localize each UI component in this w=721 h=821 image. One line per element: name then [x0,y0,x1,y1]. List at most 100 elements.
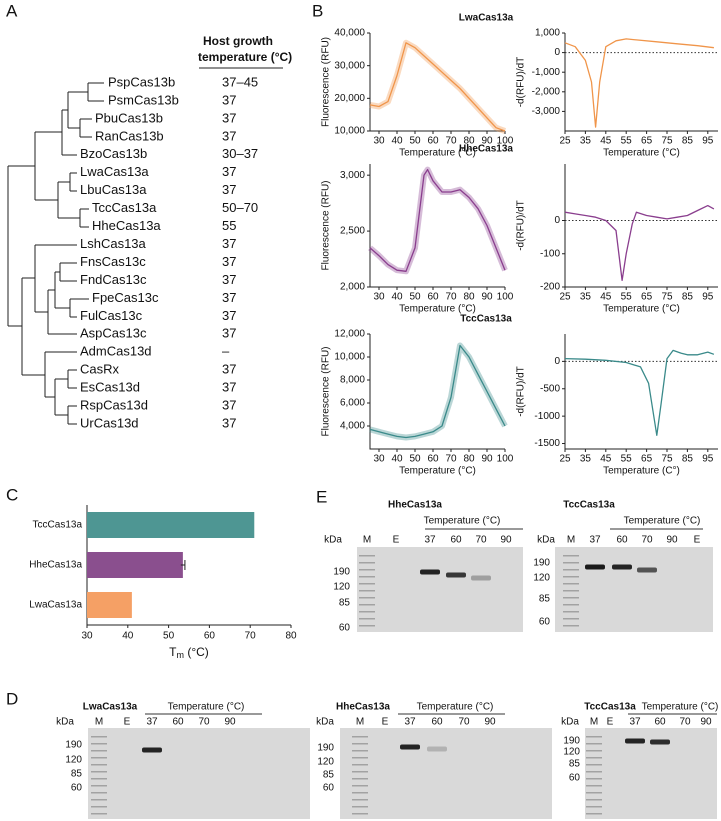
x-tick-label: 80 [463,454,475,465]
x-tick-label: 60 [427,292,439,303]
x-tick-label: 50 [409,136,421,147]
kda-label: kDa [561,717,579,728]
x-tick-label: 85 [682,454,694,465]
leaf-name: AdmCas13d [80,344,152,359]
ladder-band [352,792,368,794]
x-axis-label: Temperature (°C) [399,304,476,315]
ladder-band [586,764,602,766]
x-tick-label: 50 [409,292,421,303]
y-tick-label: 6,000 [340,398,365,409]
x-tick-label: 35 [580,454,592,465]
ladder-band [359,562,375,564]
x-tick-label: 40 [391,454,403,465]
lane-label: E [393,535,400,546]
ladder-band [352,750,368,752]
leaf-name: HheCas13a [92,218,161,233]
ladder-band [352,785,368,787]
host-temperature: 37 [222,128,236,143]
lane-label: M [356,717,364,728]
ladder-band [359,611,375,613]
marker-label: 60 [71,783,83,794]
x-tick-label: 25 [559,454,571,465]
ladder-band [91,764,107,766]
protein-band [471,575,491,581]
chart-title: LwaCas13a [459,13,514,24]
y-tick-label: 3,000 [340,170,365,181]
ladder-band [563,562,579,564]
leaf-name: PbuCas13b [95,110,163,125]
ladder-band [91,806,107,808]
marker-label: 120 [65,755,82,766]
lane-label: E [694,535,701,546]
y-axis-label: Fluorescence (RFU) [321,346,332,436]
protein-band [420,569,440,575]
x-tick-label: 35 [580,292,592,303]
ladder-band [91,771,107,773]
lane-label: M [567,535,575,546]
gel-title: HheCas13a [336,702,390,713]
leaf-name: LshCas13a [80,236,147,251]
ladder-band [586,743,602,745]
line-band [369,39,507,134]
leaf-name: FpeCas13c [92,290,159,305]
temperature-header: Temperature (°C) [642,702,719,713]
marker-label: 85 [71,769,83,780]
axes [369,334,505,450]
lane-label: 37 [629,717,641,728]
ladder-band [352,799,368,801]
host-temperature: 37 [222,415,236,430]
tree-header: temperature (°C) [198,50,292,64]
y-tick-label: -3,000 [532,106,561,117]
protein-band [446,572,466,578]
x-tick-label: 45 [600,136,612,147]
ladder-band [586,771,602,773]
protein-band [612,564,632,570]
x-tick-label: 40 [391,292,403,303]
gel-title: HheCas13a [388,500,442,511]
ladder-band [563,555,579,557]
ladder-band [563,611,579,613]
panel-label: E [316,487,327,506]
ladder-band [586,757,602,759]
line [564,204,715,282]
marker-label: 60 [569,773,581,784]
ladder-band [91,743,107,745]
ladder-band [91,750,107,752]
ladder-band [91,792,107,794]
ladder-band [91,799,107,801]
bar [87,592,132,618]
x-tick-label: 70 [245,631,257,642]
ladder-band [563,618,579,620]
ladder-band [352,778,368,780]
x-tick-label: 90 [481,292,493,303]
x-tick-label: 80 [463,136,475,147]
chart-title: TccCas13a [460,314,512,325]
protein-band [400,744,420,750]
host-temperature: 37 [222,182,236,197]
lane-label: 37 [404,717,416,728]
panel-label: D [6,689,18,708]
protein-band [142,747,162,753]
y-tick-label: 40,000 [334,28,365,39]
x-tick-label: 65 [641,454,653,465]
gel-title: TccCas13a [584,702,636,713]
marker-label: 120 [533,573,550,584]
marker-label: 85 [339,598,351,609]
error-bar [180,560,186,570]
ladder-band [352,743,368,745]
y-tick-label: 0 [554,356,560,367]
x-tick-label: 75 [661,292,673,303]
x-tick-label: 95 [702,136,714,147]
leaf-name: EsCas13d [80,380,140,395]
x-tick-label: 100 [497,454,514,465]
x-tick-label: 25 [559,292,571,303]
x-tick-label: 60 [427,136,439,147]
ladder-band [359,590,375,592]
x-tick-label: 25 [559,136,571,147]
y-tick-label: HheCas13a [29,560,82,571]
x-tick-label: 80 [285,631,297,642]
lane-label: 37 [424,535,436,546]
line [369,344,506,439]
host-temperature: 55 [222,218,236,233]
ladder-band [352,813,368,815]
